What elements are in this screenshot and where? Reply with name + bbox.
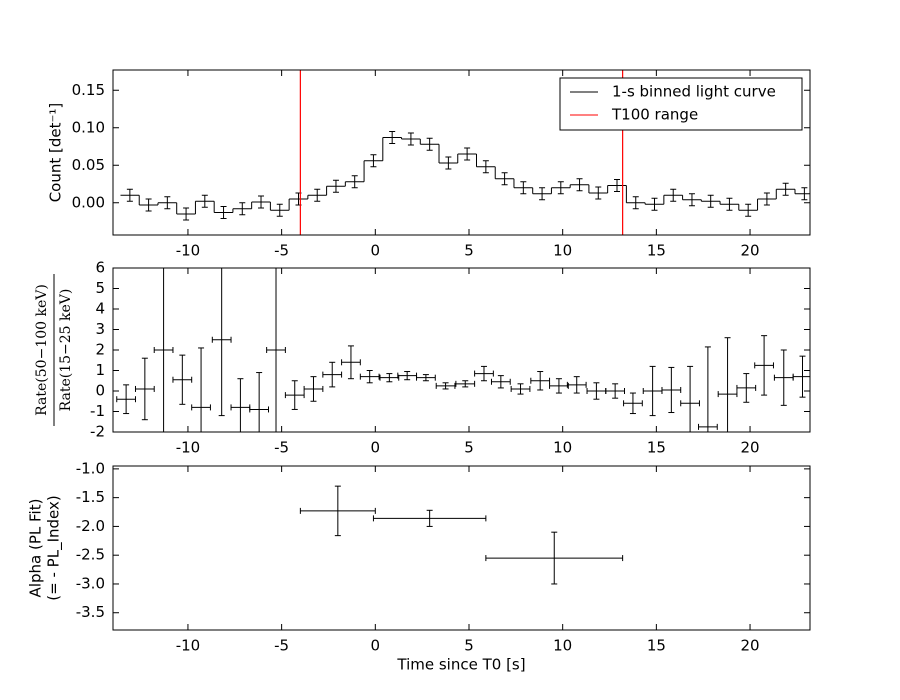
x-axis-label: Time since T0 [s] (396, 656, 525, 674)
y-tick-label: -2.0 (76, 517, 105, 535)
plot-area (120, 70, 810, 235)
legend (559, 77, 803, 131)
axes-frame (112, 69, 811, 236)
y-tick-label: -3.0 (76, 574, 105, 592)
y-axis-label: Count [det⁻¹] (47, 103, 65, 203)
x-tick-label: 0 (371, 637, 381, 655)
x-tick-label: -5 (274, 242, 289, 260)
x-tick-label: 5 (464, 637, 474, 655)
y-tick-label: 0.15 (72, 81, 105, 99)
x-tick-label: -10 (176, 242, 201, 260)
axes-frame (112, 465, 811, 631)
y-axis-label: Rate(50−100 keV) Rate(15−25 keV) (34, 274, 74, 426)
x-tick-label: 15 (647, 242, 666, 260)
legend-label: 1-s binned light curve (612, 83, 776, 101)
x-tick-label: -5 (274, 637, 289, 655)
x-tick-label: -5 (274, 439, 289, 457)
y-tick-label: -3.5 (76, 603, 105, 621)
x-tick-label: 20 (740, 439, 759, 457)
y-tick-label: -1.0 (76, 459, 105, 477)
y-tick-label: -2.5 (76, 546, 105, 564)
y-tick-label: 0.00 (72, 193, 105, 211)
x-tick-label: 5 (464, 439, 474, 457)
x-tick-label: -10 (176, 439, 201, 457)
x-tick-label: 10 (553, 242, 572, 260)
plot-area (299, 485, 624, 585)
x-tick-label: 10 (553, 439, 572, 457)
y-tick-label: 4 (95, 300, 105, 318)
x-tick-label: 15 (647, 439, 666, 457)
y-tick-label: 5 (95, 279, 105, 297)
y-tick-label: 0 (95, 382, 105, 400)
y-label-numerator: Rate(50−100 keV) (34, 284, 50, 416)
y-tick-label: 6 (95, 259, 105, 277)
y-tick-label: 2 (95, 341, 105, 359)
y-tick-label: -1.5 (76, 488, 105, 506)
y-tick-label: -2 (90, 423, 105, 441)
plot-area (116, 268, 810, 432)
x-tick-label: 10 (553, 637, 572, 655)
y-tick-label: 1 (95, 361, 105, 379)
y-tick-label: 0.05 (72, 156, 105, 174)
legend-label: T100 range (611, 106, 698, 124)
x-tick-label: 20 (740, 242, 759, 260)
x-tick-label: 0 (371, 242, 381, 260)
x-tick-label: 20 (740, 637, 759, 655)
axes-frame (112, 267, 811, 433)
x-tick-label: 5 (464, 242, 474, 260)
y-tick-label: -1 (90, 402, 105, 420)
x-tick-label: 15 (647, 637, 666, 655)
y-label-denominator: Rate(15−25 keV) (58, 289, 74, 412)
x-tick-label: 0 (371, 439, 381, 457)
y-tick-label: 0.10 (72, 118, 105, 136)
x-tick-label: -10 (176, 637, 201, 655)
y-tick-label: 3 (95, 320, 105, 338)
y-axis-label: Alpha (PL Fit) (27, 499, 45, 598)
y-axis-label: (= - PL_Index) (45, 495, 64, 600)
